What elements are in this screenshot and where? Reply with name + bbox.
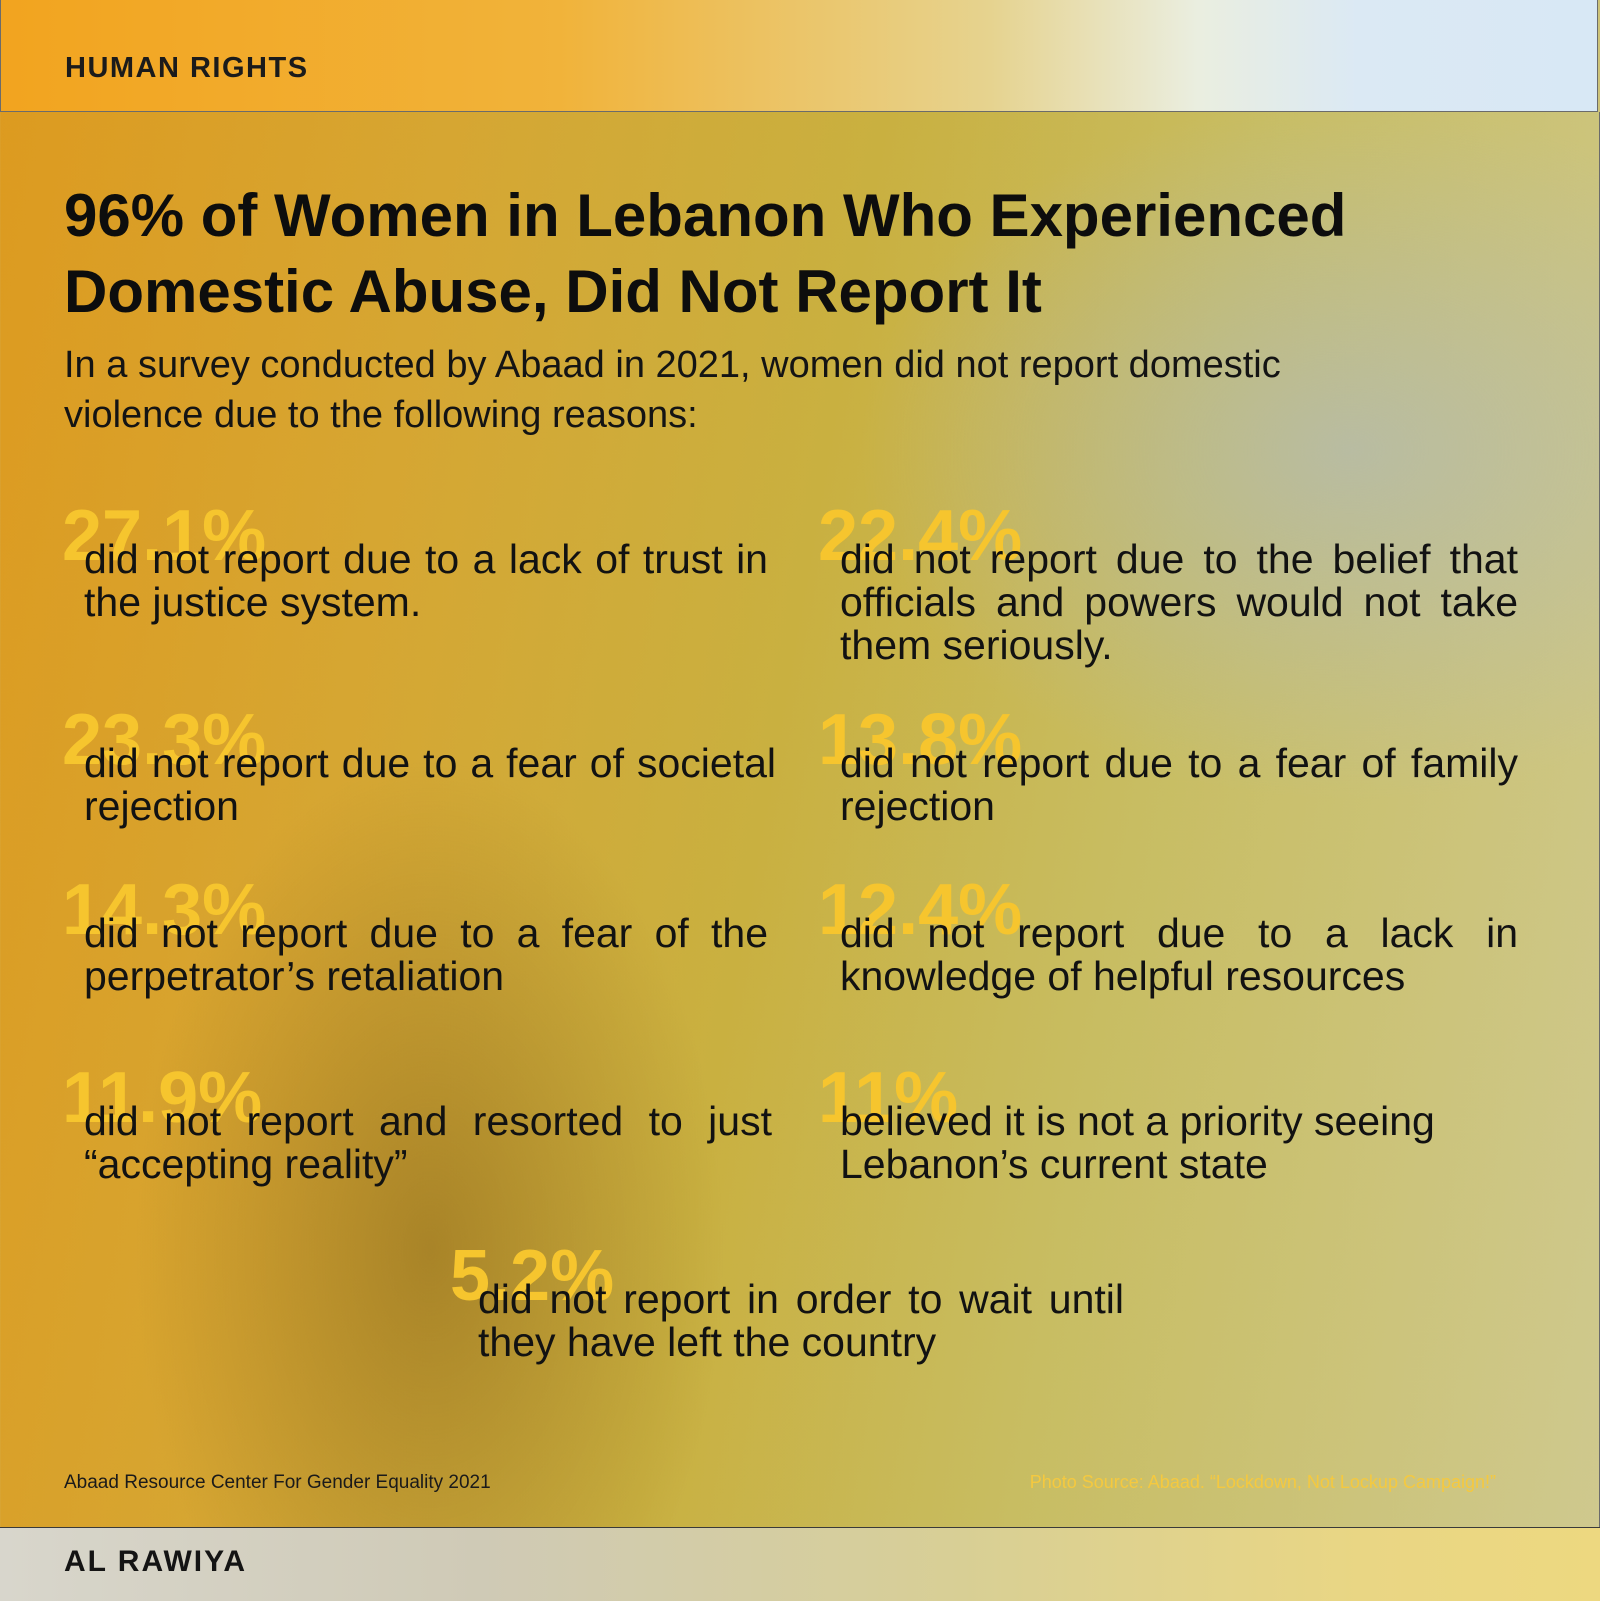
stat-percent: 12.4% <box>818 870 1023 950</box>
bottom-brand-bar: AL RAWIYA <box>0 1527 1600 1601</box>
section-label: HUMAN RIGHTS <box>65 52 309 84</box>
stat-percent: 14.3% <box>62 870 267 950</box>
stat-description: did not report in order to wait until th… <box>478 1276 1124 1365</box>
top-header-bar: HUMAN RIGHTS <box>0 0 1598 112</box>
stat-description: did not report due to a fear of family r… <box>840 740 1518 829</box>
photo-credit: Photo Source: Abaad. “Lockdown, Not Lock… <box>1029 1472 1496 1492</box>
stat-description: did not report due to a fear of the perp… <box>84 910 768 999</box>
stat-percent: 11.9% <box>62 1058 263 1138</box>
brand-name: AL RAWIYA <box>64 1545 248 1578</box>
stat-percent: 13.8% <box>818 700 1023 780</box>
stat-percent: 27.1% <box>62 496 267 576</box>
stat-description: did not report due to the belief that of… <box>840 536 1518 668</box>
page-subtitle: In a survey conducted by Abaad in 2021, … <box>64 344 1281 436</box>
stat-description: did not report due to a lack in knowledg… <box>840 910 1518 999</box>
stat-percent: 22.4% <box>818 496 1023 576</box>
stat-percent: 5.2% <box>450 1236 615 1316</box>
source-credit: Abaad Resource Center For Gender Equalit… <box>64 1472 491 1493</box>
page-title: 96% of Women in Lebanon Who Experienced … <box>64 182 1347 325</box>
stat-percent: 23.3% <box>62 700 267 780</box>
stat-description: believed it is not a priority seeing Leb… <box>840 1098 1435 1187</box>
stat-percent: 11% <box>818 1058 959 1138</box>
stat-description: did not report due to a fear of societal… <box>84 740 776 829</box>
stat-description: did not report due to a lack of trust in… <box>84 536 768 625</box>
stat-description: did not report and resorted to just “acc… <box>84 1098 772 1187</box>
